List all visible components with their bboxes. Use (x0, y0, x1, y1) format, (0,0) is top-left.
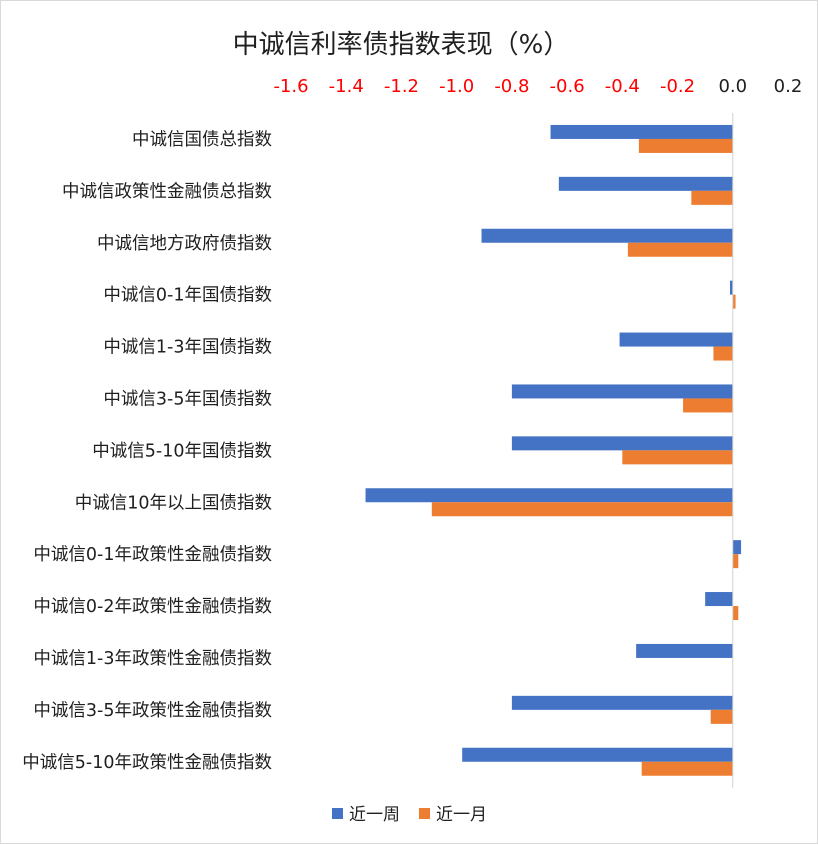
bar-week (550, 124, 733, 139)
bar-month (691, 190, 733, 205)
bar-week (619, 332, 733, 347)
category-label: 中诚信0-1年国债指数 (103, 286, 272, 306)
bar-week (511, 695, 733, 710)
bar-week (636, 643, 733, 658)
x-tick-label: -1.0 (439, 76, 474, 97)
bar-month (627, 242, 733, 257)
category-label: 中诚信1-3年政策性金融债指数 (33, 649, 272, 669)
bar-month (732, 554, 739, 569)
category-label: 中诚信0-1年政策性金融债指数 (33, 545, 272, 565)
category-label: 中诚信5-10年政策性金融债指数 (22, 753, 272, 773)
category-label: 中诚信地方政府债指数 (97, 234, 272, 254)
chart-title: 中诚信利率债指数表现（%） (233, 30, 570, 60)
bars (365, 124, 742, 776)
bar-month (683, 398, 733, 413)
bar-month (710, 709, 733, 724)
bar-month (732, 606, 739, 621)
x-tick-label: 0.2 (774, 76, 803, 97)
category-label: 中诚信国债总指数 (132, 130, 272, 150)
legend-label: 近一周 (349, 805, 400, 825)
bar-week (511, 436, 733, 451)
category-label: 中诚信10年以上国债指数 (75, 493, 272, 513)
x-tick-label: -1.6 (273, 76, 308, 97)
bar-week (705, 592, 733, 607)
x-tick-label: 0.0 (718, 76, 747, 97)
bar-month (641, 761, 733, 776)
category-label: 中诚信1-3年国债指数 (103, 338, 272, 358)
x-tick-label: -1.4 (329, 76, 364, 97)
bar-month (732, 294, 736, 309)
x-tick-label: -0.4 (605, 76, 640, 97)
bar-week (365, 488, 733, 503)
category-label: 中诚信3-5年政策性金融债指数 (33, 701, 272, 721)
x-tick-label: -1.2 (384, 76, 419, 97)
bar-week (462, 747, 733, 762)
x-axis-ticks: -1.6 -1.4 -1.2 -1.0 -0.8 -0.6 -0.4 -0.2 0.0 0.2 (273, 76, 802, 97)
bar-week (558, 176, 733, 191)
legend: 近一周 近一月 (332, 805, 487, 825)
bar-month (713, 346, 733, 361)
x-tick-label: -0.2 (660, 76, 695, 97)
bar-month (431, 502, 733, 517)
bar-week (732, 540, 742, 555)
legend-swatch (419, 808, 430, 819)
bar-week (730, 280, 733, 295)
x-tick-label: -0.8 (494, 76, 529, 97)
category-label: 中诚信政策性金融债总指数 (62, 182, 272, 202)
category-label: 中诚信5-10年国债指数 (92, 441, 272, 461)
legend-label: 近一月 (436, 805, 487, 825)
bar-week (511, 384, 733, 399)
bar-week (481, 228, 733, 243)
category-label: 中诚信0-2年政策性金融债指数 (33, 597, 272, 617)
category-label: 中诚信3-5年国债指数 (103, 389, 272, 409)
legend-swatch (332, 808, 343, 819)
x-tick-label: -0.6 (550, 76, 585, 97)
y-axis-labels: 中诚信国债总指数中诚信政策性金融债总指数中诚信地方政府债指数中诚信0-1年国债指… (22, 130, 272, 773)
bar-month (622, 450, 733, 465)
bar-month (638, 138, 733, 153)
